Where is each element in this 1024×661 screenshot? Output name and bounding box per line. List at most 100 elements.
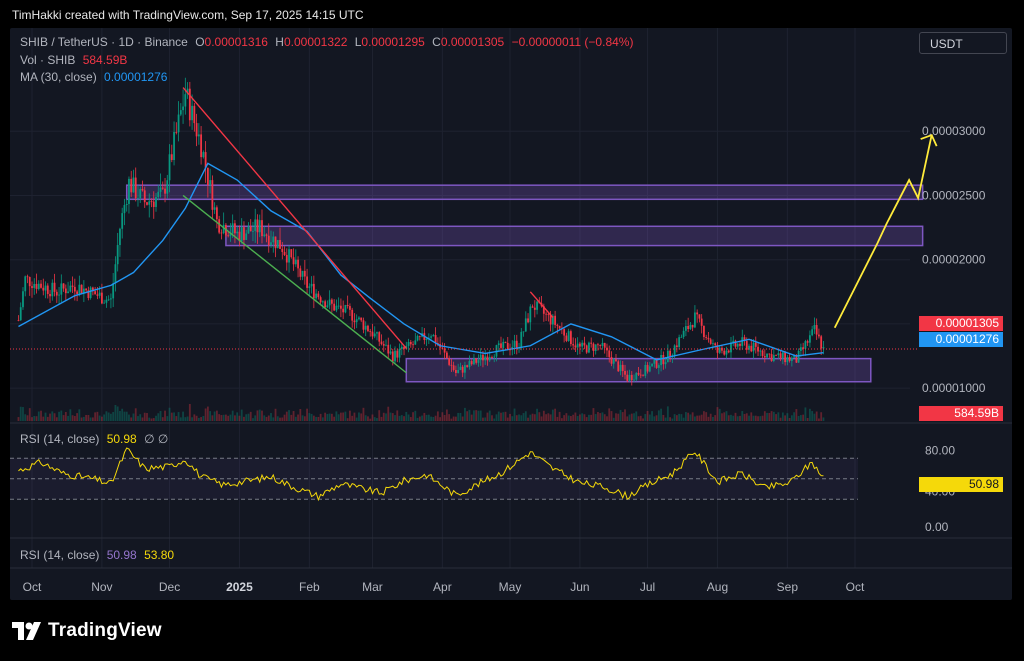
grid bbox=[10, 28, 1012, 569]
candle-body bbox=[389, 351, 392, 354]
candle-body bbox=[576, 343, 579, 348]
candle-body bbox=[736, 343, 739, 347]
volume-bar bbox=[35, 416, 38, 421]
volume-bar bbox=[725, 411, 728, 421]
time-axis-label: Aug bbox=[707, 580, 728, 594]
volume-bar bbox=[574, 412, 577, 421]
volume-bar bbox=[87, 414, 90, 421]
volume-bar bbox=[682, 417, 685, 421]
legend-rsi[interactable]: RSI (14, close) 50.98 ∅ ∅ bbox=[20, 432, 168, 446]
volume-bar bbox=[506, 417, 509, 421]
candle-body bbox=[648, 366, 651, 372]
volume-bar bbox=[579, 414, 581, 421]
candle-body bbox=[276, 240, 279, 249]
volume-bar bbox=[698, 415, 701, 421]
volume-bar bbox=[105, 411, 108, 421]
legend-volume[interactable]: Vol · SHIB 584.59B bbox=[20, 53, 127, 67]
volume-bar bbox=[572, 414, 575, 421]
volume-bar bbox=[619, 409, 622, 421]
candle-body bbox=[441, 347, 444, 349]
candle-body bbox=[321, 301, 324, 303]
volume-bar bbox=[500, 412, 502, 421]
candle-body bbox=[723, 350, 726, 355]
candle-body bbox=[28, 277, 31, 287]
volume-bar bbox=[811, 411, 814, 421]
candle-body bbox=[64, 288, 67, 294]
volume-bar bbox=[714, 415, 717, 421]
candle-body bbox=[700, 318, 703, 326]
candle-body bbox=[630, 374, 633, 381]
volume-bar bbox=[159, 410, 162, 421]
volume-bar bbox=[423, 412, 426, 421]
candle-body bbox=[369, 331, 372, 332]
legend-rsi-2[interactable]: RSI (14, close) 50.98 53.80 bbox=[20, 548, 174, 562]
volume-bar bbox=[497, 411, 500, 421]
volume-bar bbox=[757, 416, 759, 421]
rsi-line bbox=[18, 447, 824, 502]
candle-body bbox=[633, 379, 635, 381]
volume-bar bbox=[31, 417, 33, 421]
candle-body bbox=[547, 313, 550, 315]
candle-body bbox=[572, 344, 575, 346]
volume-bar bbox=[177, 412, 180, 421]
volume-bar bbox=[206, 406, 209, 421]
volume-bar bbox=[585, 417, 588, 421]
volume-bar bbox=[813, 413, 816, 421]
candle-body bbox=[644, 364, 647, 376]
volume-bar bbox=[716, 407, 719, 421]
symbol-label[interactable]: SHIB / TetherUS · 1D · Binance bbox=[20, 35, 188, 49]
volume-bar bbox=[709, 413, 712, 421]
volume-bar bbox=[599, 413, 602, 421]
volume-bar bbox=[290, 414, 293, 421]
volume-bar bbox=[394, 415, 396, 421]
volume-bar bbox=[448, 414, 451, 421]
volume-bar bbox=[353, 412, 356, 421]
volume-bar bbox=[664, 417, 667, 421]
candle-body bbox=[114, 264, 117, 284]
volume-bar bbox=[612, 417, 615, 421]
candle-body bbox=[267, 235, 270, 246]
volume-bar bbox=[759, 416, 762, 421]
chart-panel[interactable]: 0.000010000.000015000.000020000.00002500… bbox=[10, 28, 1012, 600]
candle-body bbox=[797, 350, 800, 363]
candle-body bbox=[191, 105, 193, 121]
volume-bar bbox=[44, 412, 47, 421]
volume-bar bbox=[551, 409, 554, 421]
time-axis-label: Jun bbox=[570, 580, 589, 594]
candle-body bbox=[698, 314, 701, 319]
volume-bar bbox=[802, 414, 805, 421]
legend-ma[interactable]: MA (30, close) 0.00001276 bbox=[20, 70, 167, 84]
volume-bar bbox=[439, 417, 442, 421]
volume-bar bbox=[17, 417, 20, 421]
volume-bar bbox=[342, 412, 345, 421]
volume-bar bbox=[270, 413, 272, 421]
volume-bar bbox=[696, 415, 699, 421]
candle-body bbox=[157, 191, 160, 198]
volume-bar bbox=[276, 416, 279, 421]
volume-bar bbox=[252, 418, 254, 421]
chart-canvas[interactable]: 0.000010000.000015000.000020000.00002500… bbox=[10, 28, 1012, 600]
volume-bar bbox=[308, 413, 311, 421]
candle-body bbox=[565, 335, 568, 341]
volume-bar bbox=[211, 415, 214, 421]
candle-body bbox=[470, 361, 473, 365]
candle-body bbox=[378, 332, 381, 342]
volume-bar bbox=[606, 416, 608, 421]
volume-bar bbox=[797, 415, 800, 421]
currency-selector[interactable]: USDT bbox=[919, 32, 1007, 54]
volume-bar bbox=[464, 407, 466, 421]
volume-bar bbox=[820, 412, 823, 421]
volume-bar bbox=[24, 414, 27, 421]
candle-body bbox=[646, 364, 649, 372]
volume-bar bbox=[37, 411, 40, 421]
volume-bar bbox=[321, 417, 324, 421]
volume-bar bbox=[91, 417, 94, 421]
volume-bar bbox=[175, 416, 178, 421]
candle-body bbox=[464, 365, 466, 373]
tradingview-logo[interactable]: TradingView bbox=[12, 619, 162, 643]
candle-body bbox=[98, 292, 101, 296]
candle-body bbox=[657, 365, 660, 368]
candle-body bbox=[188, 88, 191, 121]
candle-body bbox=[24, 276, 27, 292]
volume-bar bbox=[26, 415, 29, 421]
